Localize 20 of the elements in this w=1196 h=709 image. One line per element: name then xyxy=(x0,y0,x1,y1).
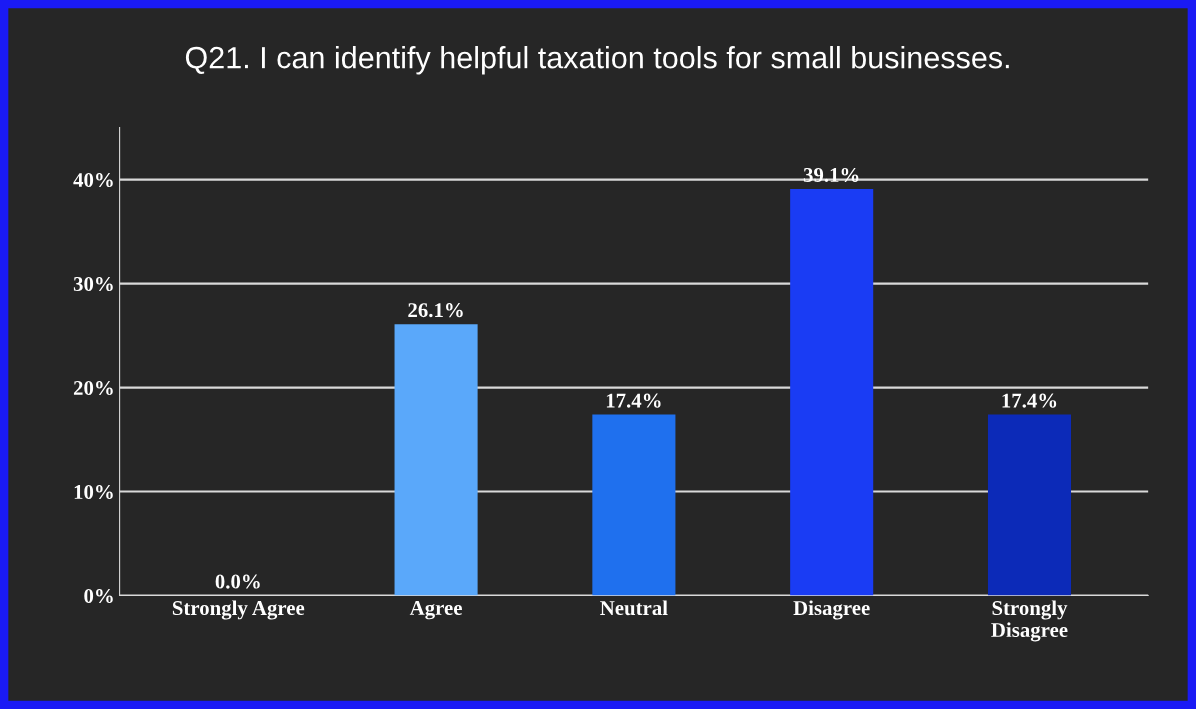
data-label: 0.0% xyxy=(215,574,260,589)
y-tick-label: 20% xyxy=(73,380,113,396)
y-tick-label: 30% xyxy=(73,276,113,292)
y-tick-label: 10% xyxy=(74,484,113,500)
chart-title: Q21. I can identify helpful taxation tools for small businesses. xyxy=(185,46,1009,75)
y-tick-label: 0% xyxy=(84,588,113,604)
data-label: 26.1% xyxy=(408,303,463,318)
x-tick-label: Strongly Disagree xyxy=(991,600,1068,642)
data-label: 17.4% xyxy=(606,393,661,408)
x-tick-label: Disagree xyxy=(793,600,870,620)
bar xyxy=(987,414,1072,596)
bar xyxy=(592,414,676,596)
bar xyxy=(394,324,478,596)
data-label: 17.4% xyxy=(1002,393,1057,408)
data-label: 39.1% xyxy=(803,167,859,183)
x-tick-label: Agree xyxy=(409,600,462,620)
x-tick-label: Strongly Agree xyxy=(172,600,305,620)
bar xyxy=(790,188,874,596)
x-tick-label: Neutral xyxy=(600,600,668,616)
y-tick-label: 40% xyxy=(73,172,113,188)
